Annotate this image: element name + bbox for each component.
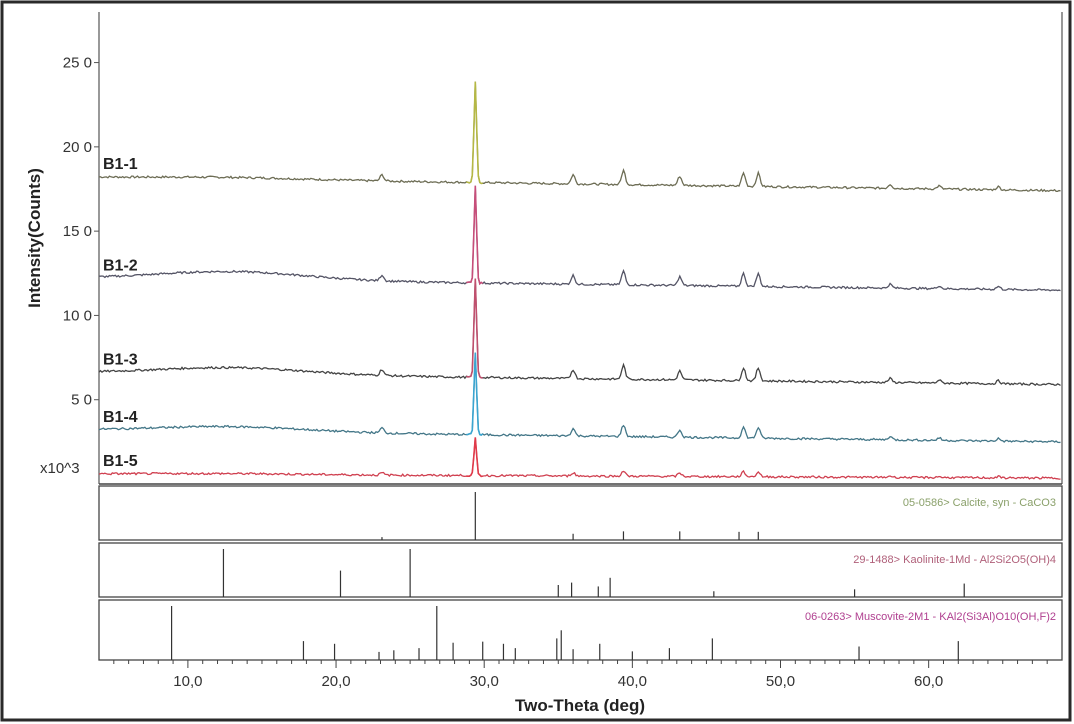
y-tick-label: 25 0 [63, 55, 92, 72]
main-peak-B1-1 [466, 81, 483, 185]
ref-lines: 05-0586> Calcite, syn - CaCO3 29-1488> Ka… [170, 492, 1056, 660]
sample-label: B1-1 [103, 156, 138, 173]
x-axis-title: Two-Theta (deg) [515, 696, 645, 715]
x-tick-label: 50,0 [766, 673, 795, 690]
y-tick-label: 20 0 [63, 139, 92, 156]
ref-pattern-label: 06-0263> Muscovite-2M1 - KAl2(Si3Al)O10(… [805, 611, 1056, 623]
ref-panel-calcite [98, 485, 1063, 541]
reference-panels: 05-0586> Calcite, syn - CaCO3 29-1488> Ka… [98, 485, 1063, 661]
x-tick-label: 20,0 [321, 673, 350, 690]
ref-pattern-label: 05-0586> Calcite, syn - CaCO3 [903, 497, 1056, 509]
ref-panel-kaolinite [98, 542, 1063, 598]
sample-label: B1-2 [103, 257, 138, 274]
ref-panel-muscovite [98, 599, 1063, 661]
main-peak-B1-5 [466, 437, 483, 478]
y-axis-title: Intensity(Counts) [25, 168, 44, 308]
x-tick-label: 40,0 [618, 673, 647, 690]
series-line-B1-4 [98, 352, 1061, 444]
ref-pattern-label: 29-1488> Kaolinite-1Md - Al2Si2O5(OH)4 [853, 554, 1056, 566]
main-peak-B1-3 [466, 278, 483, 379]
series-line-B1-5 [98, 437, 1061, 480]
series-line-B1-2 [98, 185, 1061, 292]
x-tick-label: 60,0 [914, 673, 943, 690]
sample-label: B1-3 [103, 352, 138, 369]
x-tick-label: 10,0 [173, 673, 202, 690]
x-tick-label: 30,0 [470, 673, 499, 690]
sample-label: B1-5 [103, 453, 138, 470]
y-tick-label: 5 0 [71, 392, 92, 409]
y-multiplier-label: x10^3 [40, 460, 80, 477]
series-line-B1-1 [98, 81, 1061, 193]
sample-label: B1-4 [103, 409, 138, 426]
main-peak-B1-4 [466, 352, 484, 437]
series-line-B1-3 [98, 278, 1061, 387]
y-tick-label: 10 0 [63, 307, 92, 324]
y-ticks: 5 0 10 0 15 0 20 0 25 0 [63, 55, 99, 409]
main-plot: 5 0 10 0 15 0 20 0 25 0 B1-1 B1-2 B1-3 B1-4 B1-5… [25, 12, 1063, 485]
main-peak-B1-2 [466, 185, 484, 286]
x-ticks: 10,0 20,0 30,0 40,0 50,0 60,0 [113, 660, 1048, 690]
series-layer: B1-1 B1-2 B1-3 B1-4 B1-5 [98, 81, 1061, 480]
y-tick-label: 15 0 [63, 223, 92, 240]
